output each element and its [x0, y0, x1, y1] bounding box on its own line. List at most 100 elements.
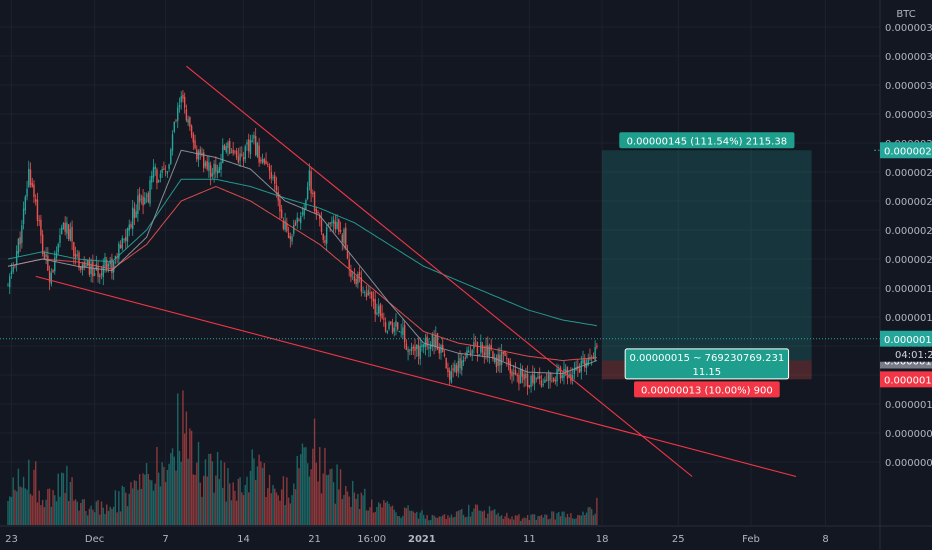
candle-body: [170, 149, 172, 164]
volume-bar: [301, 443, 304, 525]
candle-body: [249, 139, 252, 155]
volume-bar: [469, 516, 472, 525]
candle-body: [157, 180, 160, 183]
volume-bar: [319, 447, 321, 525]
profit-zone[interactable]: [602, 150, 812, 361]
candle-body: [332, 219, 335, 224]
volume-bar: [360, 492, 363, 525]
candle-body: [509, 361, 511, 374]
candle-body: [468, 350, 470, 353]
volume-bar: [26, 489, 28, 525]
volume-bar: [442, 515, 444, 525]
candle-body: [43, 252, 46, 260]
candle-body: [66, 222, 68, 234]
volume-bar: [59, 496, 61, 525]
price-tick-label: 0.00000060: [885, 458, 932, 469]
candle-body: [360, 276, 363, 292]
volume-bar: [395, 512, 397, 525]
price-tick-label: 0.00000200: [885, 255, 932, 266]
time-tick-label: 2021: [408, 534, 436, 545]
volume-bars: [7, 390, 598, 525]
candle-body: [438, 348, 440, 354]
candle-body: [203, 152, 205, 169]
volume-bar: [516, 515, 518, 525]
countdown-label: 04:01:27: [895, 350, 932, 361]
candle-body: [14, 265, 16, 267]
candle-body: [571, 374, 574, 381]
trendlines[interactable]: [35, 65, 797, 478]
candle-body: [159, 173, 162, 178]
volume-bar: [346, 491, 349, 525]
candle-body: [348, 259, 350, 268]
volume-bar: [47, 488, 49, 525]
candle-body: [69, 229, 72, 241]
candle-body: [492, 351, 494, 360]
volume-bar: [329, 469, 331, 525]
candle-body: [584, 359, 586, 368]
volume-bar: [388, 503, 390, 525]
candle-body: [358, 272, 361, 276]
volume-bar: [571, 518, 574, 525]
candle-body: [60, 227, 63, 235]
time-tick-label: 7: [162, 534, 168, 545]
volume-bar: [590, 509, 593, 525]
candle-body: [194, 140, 196, 149]
volume-bar: [211, 461, 214, 525]
candle-body: [168, 164, 170, 169]
candle-body: [149, 180, 151, 204]
volume-bar: [528, 520, 531, 525]
volume-bar: [336, 464, 338, 525]
candle-body: [320, 219, 323, 233]
candle-body: [429, 345, 432, 350]
volume-bar: [90, 505, 92, 525]
volume-bar: [132, 488, 134, 525]
long-position-tool[interactable]: 0.00000145 (111.54%) 2115.38 0.00000015 ~…: [0, 132, 880, 398]
candle-body: [409, 349, 411, 351]
volume-bar: [400, 517, 402, 525]
volume-bar: [248, 492, 250, 525]
volume-bar: [142, 473, 144, 525]
candle-body: [275, 184, 278, 191]
volume-bar: [447, 515, 449, 525]
candle-body: [282, 220, 285, 230]
candle-body: [343, 229, 345, 244]
volume-bar: [554, 519, 557, 525]
candle-body: [235, 150, 238, 158]
candle-body: [402, 327, 404, 335]
volume-bar: [452, 517, 454, 525]
candle-body: [242, 156, 245, 162]
position-center-label: 0.00000015 ~ 769230769.231: [630, 353, 785, 364]
candle-body: [424, 338, 427, 347]
candle-body: [227, 142, 229, 148]
volume-bar: [126, 506, 129, 525]
candle-body: [83, 261, 85, 267]
volume-bar: [578, 515, 581, 525]
candle-body: [166, 171, 169, 174]
candle-body: [102, 265, 104, 277]
price-tags: 0.00000275 0.00000145 0.00000130 0.00000117…: [880, 142, 932, 388]
volume-bar: [303, 447, 305, 525]
volume-bar: [135, 480, 137, 525]
candle-body: [24, 196, 27, 211]
volume-bar: [369, 507, 371, 525]
candle-body: [452, 368, 454, 371]
candle-body: [431, 334, 434, 347]
volume-bar: [431, 514, 434, 525]
volume-bar: [86, 515, 89, 525]
trendline[interactable]: [35, 275, 797, 478]
volume-bar: [289, 503, 292, 525]
volume-bar: [462, 514, 465, 525]
candle-body: [104, 257, 106, 269]
candle-body: [73, 242, 75, 257]
candle-body: [469, 352, 472, 355]
candle-body: [36, 199, 39, 221]
trendline[interactable]: [186, 65, 693, 477]
candle-body: [384, 322, 387, 332]
candle-body: [345, 227, 347, 249]
candle-body: [206, 161, 208, 170]
candle-body: [313, 191, 316, 211]
volume-bar: [62, 473, 65, 525]
volume-bar: [168, 463, 170, 525]
